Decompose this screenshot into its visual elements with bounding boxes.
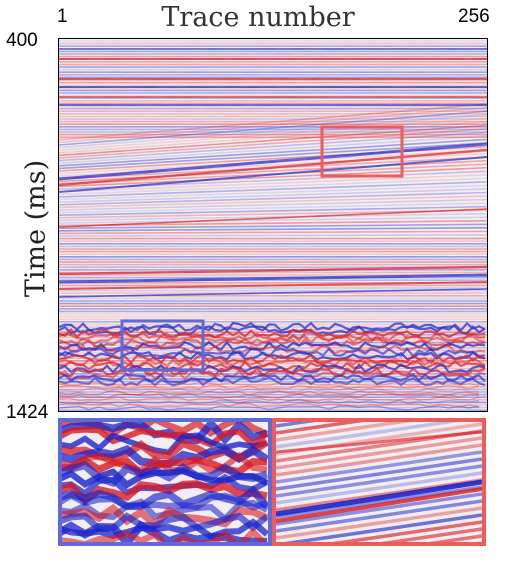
reflector-line xyxy=(276,464,482,498)
x-tick-right: 256 xyxy=(458,6,490,27)
reflector-line xyxy=(276,492,482,526)
y-axis-label: Time (ms) xyxy=(20,159,52,298)
red-inset xyxy=(272,418,486,546)
seismic-section xyxy=(58,38,488,412)
blue-inset xyxy=(58,418,272,546)
reflector-wave xyxy=(62,512,268,533)
reflector-line xyxy=(276,457,482,491)
x-tick-left: 1 xyxy=(57,6,68,27)
reflector-wave xyxy=(62,432,268,456)
reflector-wave xyxy=(62,426,268,449)
reflector-wave xyxy=(62,491,268,512)
reflector-line xyxy=(276,422,460,449)
seismic-image xyxy=(59,39,487,411)
reflector-line xyxy=(276,485,482,519)
blue-highlight-box xyxy=(120,319,205,372)
reflector-line xyxy=(276,436,482,470)
reflector-line xyxy=(276,506,482,540)
reflector-line xyxy=(284,513,482,542)
reflector-line xyxy=(276,422,364,435)
reflector-line xyxy=(380,527,482,542)
red-inset-image xyxy=(276,422,482,542)
reflector-line xyxy=(276,430,482,454)
reflector-line xyxy=(276,422,412,442)
reflector-line xyxy=(332,520,482,542)
reflector-line xyxy=(276,450,482,484)
reflector-line xyxy=(276,499,482,533)
reflector-line xyxy=(276,479,482,517)
reflector-wave xyxy=(62,467,268,489)
reflector-line xyxy=(428,534,482,542)
y-tick-top: 400 xyxy=(6,30,38,51)
reflector-line xyxy=(276,443,482,477)
reflector-wave xyxy=(62,526,268,542)
blue-inset-image xyxy=(62,422,268,542)
y-tick-bottom: 1424 xyxy=(6,402,49,423)
x-axis-title: Trace number xyxy=(161,2,355,33)
reflector-line xyxy=(276,487,482,523)
reflector-line xyxy=(276,471,482,505)
red-highlight-box xyxy=(320,125,404,178)
